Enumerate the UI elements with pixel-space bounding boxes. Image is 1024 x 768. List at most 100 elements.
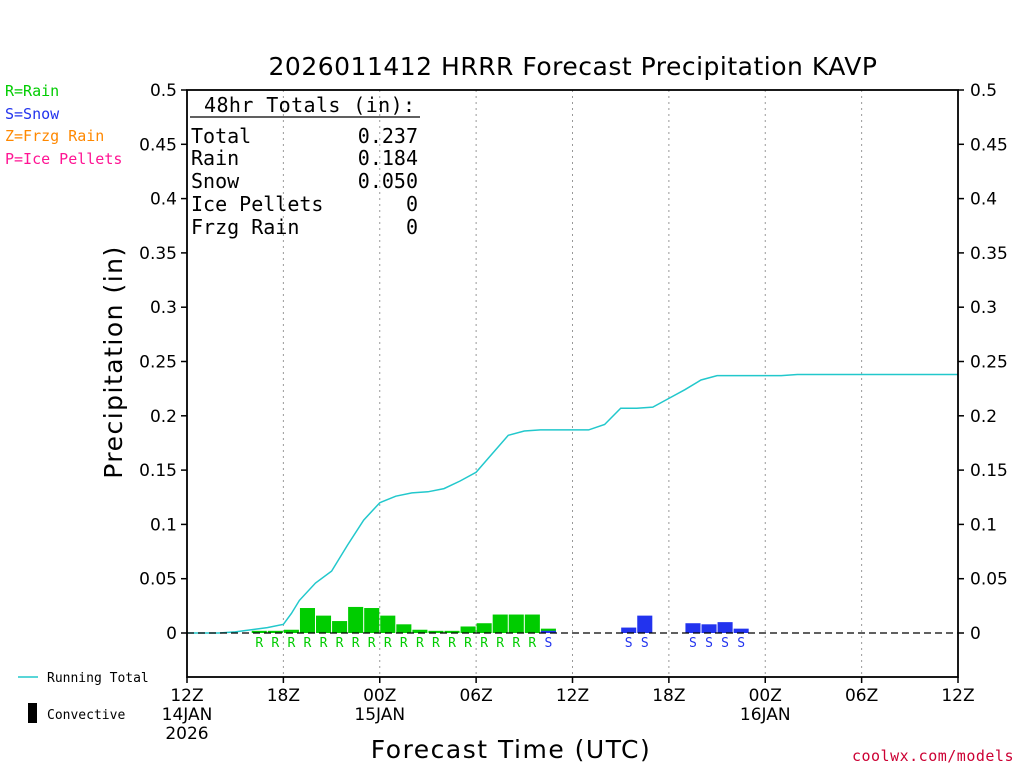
- rain-bar: [476, 623, 492, 633]
- y-axis-right: 0 0.05 0.1 0.15 0.2 0.25 0.3 0.35 0.4 0.45 0.5: [958, 81, 1008, 644]
- totals-heading: 48hr Totals (in):: [204, 93, 416, 117]
- y-tick-label-right: 0.05: [970, 570, 1008, 590]
- totals-row-label: Rain: [191, 146, 239, 170]
- running-total-legend-label: Running Total: [47, 671, 149, 686]
- rain-bar: [460, 626, 476, 633]
- ptype-letter: R: [496, 636, 504, 651]
- rain-bar: [444, 630, 460, 633]
- ptype-letter: R: [528, 636, 536, 651]
- rain-bar: [348, 606, 364, 633]
- rain-bar: [299, 608, 315, 633]
- rain-bar: [396, 624, 412, 633]
- y-tick-label-left: 0.15: [139, 461, 177, 481]
- convective-legend-swatch: [28, 703, 37, 723]
- totals-row-value: 0.184: [358, 146, 418, 170]
- y-tick-label-right: 0.15: [970, 461, 1008, 481]
- ptype-letter: R: [416, 636, 424, 651]
- y-tick-label-left: 0.35: [139, 244, 177, 264]
- y-tick-label-right: 0: [970, 624, 981, 644]
- totals-row-label: Total: [191, 124, 251, 148]
- rain-bar: [380, 615, 396, 633]
- legend-ice-pellets: P=Ice Pellets: [5, 150, 122, 168]
- x-tick-label: 06Z: [459, 686, 492, 706]
- ptype-letter: R: [400, 636, 408, 651]
- y-tick-label-right: 0.4: [970, 190, 997, 210]
- rain-bar: [251, 630, 267, 633]
- y-tick-label-left: 0.4: [150, 190, 177, 210]
- legend-snow: S=Snow: [5, 105, 60, 123]
- ptype-letter: S: [625, 636, 633, 651]
- rain-bar: [332, 621, 348, 633]
- x-year-label: 2026: [165, 724, 208, 744]
- x-tick-label: 12Z: [941, 686, 974, 706]
- snow-bar: [701, 624, 717, 633]
- ptype-letter: R: [255, 636, 263, 651]
- grid-lines: [282, 90, 863, 677]
- y-axis-label: Precipitation (in): [99, 245, 128, 479]
- x-tick-label: 12Z: [170, 686, 203, 706]
- totals-box: 48hr Totals (in): Total 0.237 Rain 0.184…: [190, 93, 420, 239]
- x-tick-label: 12Z: [556, 686, 589, 706]
- x-date-label: 14JAN: [162, 705, 213, 725]
- rain-bar: [428, 630, 444, 633]
- rain-bar: [492, 614, 508, 633]
- ptype-letter: S: [737, 636, 745, 651]
- ptype-letter: S: [689, 636, 697, 651]
- ptype-letter: R: [384, 636, 392, 651]
- snow-bar: [637, 615, 653, 633]
- y-tick-label-left: 0: [166, 624, 177, 644]
- x-tick-label: 18Z: [652, 686, 685, 706]
- ptype-letter: R: [304, 636, 312, 651]
- totals-row-value: 0.050: [358, 169, 418, 193]
- ptype-letter: R: [480, 636, 488, 651]
- totals-row-label: Ice Pellets: [191, 192, 323, 216]
- ptype-legend: R=Rain S=Snow Z=Frzg Rain P=Ice Pellets: [5, 82, 122, 168]
- ptype-letter: S: [705, 636, 713, 651]
- convective-legend-label: Convective: [47, 708, 125, 723]
- rain-bar: [412, 629, 428, 633]
- snow-bar: [717, 622, 733, 633]
- x-tick-label: 18Z: [267, 686, 300, 706]
- ptype-letter: R: [336, 636, 344, 651]
- running-total-line: [187, 373, 958, 634]
- y-tick-label-right: 0.5: [970, 81, 997, 101]
- y-tick-label-right: 0.35: [970, 244, 1008, 264]
- snow-bar: [621, 627, 637, 633]
- x-tick-label: 06Z: [845, 686, 878, 706]
- y-tick-label-right: 0.3: [970, 298, 997, 318]
- bars-layer: [251, 606, 749, 633]
- totals-row-value: 0.237: [358, 124, 418, 148]
- ptype-letter: R: [512, 636, 520, 651]
- rain-bar: [316, 615, 332, 633]
- x-tick-label: 00Z: [363, 686, 396, 706]
- ptype-letter: S: [544, 636, 552, 651]
- x-tick-label: 00Z: [749, 686, 782, 706]
- x-date-label: 16JAN: [740, 705, 791, 725]
- y-tick-label-left: 0.3: [150, 298, 177, 318]
- chart-title: 2026011412 HRRR Forecast Precipitation K…: [269, 52, 878, 81]
- y-tick-label-right: 0.45: [970, 135, 1008, 155]
- totals-row-label: Snow: [191, 169, 240, 193]
- ptype-letter: R: [287, 636, 295, 651]
- y-tick-label-right: 0.2: [970, 407, 997, 427]
- rain-bar: [524, 614, 540, 633]
- ptype-letter: R: [464, 636, 472, 651]
- legend-frzg-rain: Z=Frzg Rain: [5, 127, 104, 145]
- y-tick-label-left: 0.5: [150, 81, 177, 101]
- y-axis-left: 0 0.05 0.1 0.15 0.2 0.25 0.3 0.35 0.4 0.45 0.5: [139, 81, 187, 644]
- rain-bar: [508, 614, 524, 633]
- totals-row-value: 0: [406, 215, 418, 239]
- ptype-letter: R: [271, 636, 279, 651]
- rain-bar: [364, 608, 380, 633]
- ptype-letter: R: [352, 636, 360, 651]
- totals-row-value: 0: [406, 192, 418, 216]
- ptype-letter: S: [641, 636, 649, 651]
- y-tick-label-right: 0.1: [970, 515, 997, 535]
- ptype-letter: R: [432, 636, 440, 651]
- rain-bar: [267, 630, 283, 633]
- legend-rain: R=Rain: [5, 82, 59, 100]
- y-tick-label-left: 0.2: [150, 407, 177, 427]
